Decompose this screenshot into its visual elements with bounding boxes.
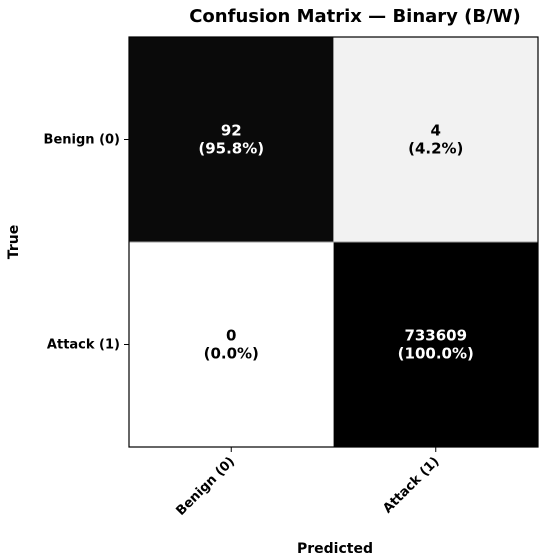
- matrix-cell-r0-c0: [129, 37, 334, 242]
- x-axis-ticks: Benign (0) Attack (1): [173, 447, 443, 519]
- cell-percent-r1-c0: (0.0%): [204, 345, 259, 363]
- cell-percent-r1-c1: (100.0%): [398, 345, 474, 363]
- cell-count-r0-c0: 92: [221, 122, 242, 140]
- x-tick-label: Benign (0): [173, 454, 238, 519]
- matrix-cell-r1-c1: [333, 242, 538, 447]
- x-axis-label: Predicted: [297, 541, 373, 557]
- y-tick-label: Attack (1): [47, 338, 120, 353]
- cell-percent-r0-c0: (95.8%): [198, 140, 264, 158]
- matrix-cell-r0-c1: [333, 37, 538, 242]
- x-tick-label: Attack (1): [380, 454, 442, 516]
- chart-title: Confusion Matrix — Binary (B/W): [189, 6, 521, 27]
- matrix-cell-r1-c0: [129, 242, 334, 447]
- y-tick-label: Benign (0): [44, 133, 120, 148]
- cell-count-r0-c1: 4: [431, 122, 441, 140]
- cell-count-r1-c0: 0: [226, 327, 236, 345]
- cell-count-r1-c1: 733609: [404, 327, 467, 345]
- y-axis-label: True: [6, 225, 22, 259]
- y-axis-ticks: Benign (0) Attack (1): [44, 133, 129, 353]
- plot-frame: [128, 36, 539, 448]
- matrix-cells: 92(95.8%) 4(4.2%) 0(0.0%) 733609(100.0%): [129, 37, 538, 447]
- cell-percent-r0-c1: (4.2%): [408, 140, 463, 158]
